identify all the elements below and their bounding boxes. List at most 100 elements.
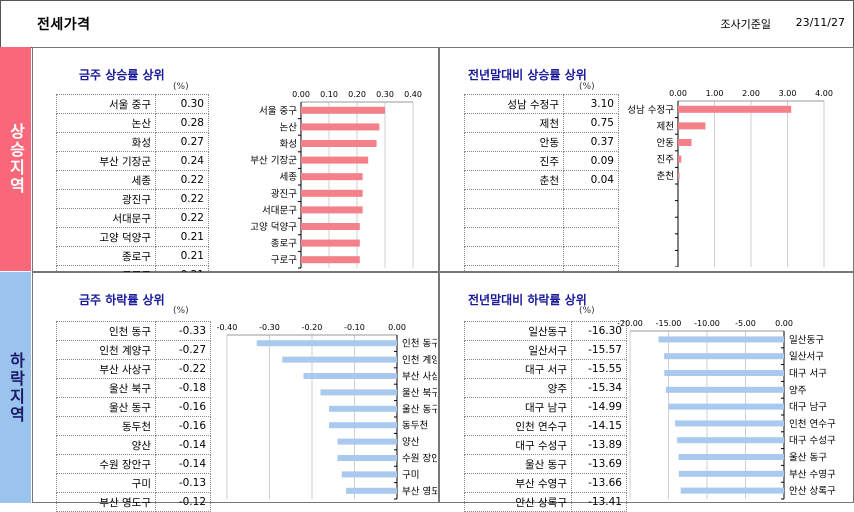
x-tick-label: -0.10 [344, 323, 365, 332]
region-cell: 성남 수정구 [464, 94, 564, 114]
category-label: 수원 장안구 [402, 454, 437, 465]
category-label: 구미 [402, 470, 419, 481]
bar [301, 123, 380, 131]
category-label: 대구 서구 [789, 369, 827, 380]
bar [341, 471, 397, 478]
category-label: 부산 사상구 [402, 372, 437, 383]
category-label: 세종 [280, 172, 298, 183]
region-cell: 서울 중구 [56, 94, 156, 114]
bar [303, 373, 397, 379]
unit-label: (%) [579, 82, 595, 92]
value-table: 성남 수정구 3.10 제천 0.75 안동 0.37 진주 0.09 춘천 0.04 [464, 94, 619, 285]
category-label: 대구 수성구 [789, 436, 836, 447]
rise-section-label: 상승지역 [0, 47, 31, 271]
region-cell: 화성 [56, 132, 156, 152]
region-cell: 부산 사상구 [56, 359, 156, 379]
header-bar: 전세가격 조사기준일 23/11/27 [0, 0, 854, 48]
category-label: 광진구 [271, 188, 297, 200]
bar [675, 420, 784, 427]
x-tick-label: -0.20 [302, 323, 323, 332]
category-label: 성남 수정구 [627, 105, 674, 116]
table-row: 구미 -0.13 [56, 473, 211, 493]
region-cell: 울산 동구 [464, 454, 572, 474]
region-cell: 일산서구 [464, 340, 572, 360]
x-tick-label: -5.00 [735, 319, 756, 328]
region-cell: 대구 남구 [464, 397, 572, 417]
value-cell: -15.34 [571, 378, 627, 398]
table-row: 진주 0.09 [464, 151, 619, 171]
table-row: 일산동구 -16.30 [464, 321, 627, 341]
table-row: 양주 -15.34 [464, 378, 627, 398]
bar [678, 105, 792, 113]
unit-label: (%) [173, 306, 189, 316]
category-label: 울산 북구 [402, 388, 437, 399]
value-table: 일산동구 -16.30 일산서구 -15.57 대구 서구 -15.55 양주 -15.34 대… [464, 321, 627, 512]
unit-label: (%) [173, 82, 189, 92]
table-row: 부산 영도구 -0.12 [56, 492, 211, 512]
table-row: 부산 기장군 0.24 [56, 151, 209, 171]
chart-title: 금주 상승률 상위 [79, 68, 165, 82]
panel-week-up: 금주 상승률 상위 (%) 서울 중구 0.30 논산 0.28 화성 0.27 부산 기장… [32, 47, 439, 285]
bar [301, 140, 377, 147]
fall-section-label: 하락지역 [0, 272, 31, 503]
x-tick-label: 0.00 [292, 90, 310, 99]
category-label: 양주 [789, 385, 807, 396]
bar [256, 340, 397, 347]
table-row: 인천 연수구 -14.15 [464, 416, 627, 436]
region-cell: 대구 서구 [464, 359, 572, 379]
table-row: 울산 동구 -0.16 [56, 397, 211, 417]
table-row: 서울 중구 0.30 [56, 94, 209, 114]
table-row: 논산 0.28 [56, 113, 209, 133]
region-cell: 동두천 [56, 416, 156, 436]
category-label: 인천 연수구 [789, 419, 836, 430]
value-cell: -0.27 [155, 340, 211, 360]
region-cell: 서대문구 [56, 208, 156, 228]
x-tick-label: 0.20 [348, 90, 366, 99]
page-title: 전세가격 [37, 17, 91, 33]
x-tick-label: 0.10 [320, 90, 338, 99]
table-row [464, 189, 619, 209]
unit-label: (%) [579, 306, 595, 316]
x-tick-label: -0.40 [217, 323, 238, 332]
bar [301, 156, 369, 164]
empty-cell [464, 189, 564, 209]
bar [678, 122, 706, 130]
category-label: 화성 [280, 139, 297, 150]
x-tick-label: -15.00 [656, 319, 682, 328]
value-cell: -0.22 [155, 359, 211, 379]
bar [665, 386, 784, 393]
bar [301, 173, 363, 181]
bar [329, 422, 397, 429]
x-tick-label: -10.00 [694, 319, 720, 328]
bar [678, 155, 682, 163]
category-label: 진주 [657, 155, 675, 166]
value-cell: 0.04 [563, 170, 619, 190]
empty-cell [464, 227, 564, 247]
table-row: 성남 수정구 3.10 [464, 94, 619, 114]
empty-cell [464, 246, 564, 266]
category-label: 구로구 [271, 255, 297, 266]
bar [678, 454, 784, 460]
table-row: 부산 수영구 -13.66 [464, 473, 627, 493]
table-row: 대구 수성구 -13.89 [464, 435, 627, 455]
region-cell: 제천 [464, 113, 564, 133]
x-tick-label: 4.00 [815, 89, 833, 98]
table-row [464, 246, 619, 266]
table-row: 대구 서구 -15.55 [464, 359, 627, 379]
region-cell: 양주 [464, 378, 572, 398]
bar [301, 106, 385, 114]
table-row: 부산 사상구 -0.22 [56, 359, 211, 379]
category-label: 논산 [280, 122, 298, 133]
bar [337, 438, 397, 445]
bar [678, 470, 784, 477]
category-label: 부산 기장군 [250, 156, 297, 167]
value-table: 서울 중구 0.30 논산 0.28 화성 0.27 부산 기장군 0.24 세종 0.22 광진구… [56, 94, 209, 285]
bar [664, 370, 784, 376]
x-tick-label: 0.40 [404, 90, 422, 99]
table-row: 화성 0.27 [56, 132, 209, 152]
table-row: 고양 덕양구 0.21 [56, 227, 209, 247]
region-cell: 논산 [56, 113, 156, 133]
table-row: 인천 계양구 -0.27 [56, 340, 211, 360]
